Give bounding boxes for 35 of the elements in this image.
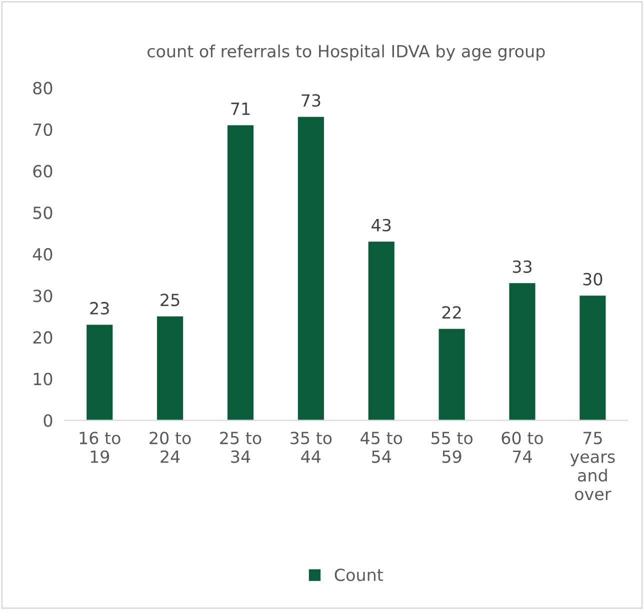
y-tick-label: 30 (33, 290, 52, 302)
y-tick-label: 80 (33, 82, 52, 94)
y-tick-label: 0 (44, 414, 52, 427)
y-tick-label: 50 (33, 206, 52, 220)
bar (298, 116, 324, 420)
y-tick-label: 40 (32, 248, 52, 261)
data-label: 23 (90, 302, 109, 315)
x-tick-label: 20 to 24 (150, 432, 191, 463)
data-label: 25 (160, 294, 180, 306)
bar (86, 324, 113, 420)
legend-label: Count (334, 568, 383, 582)
chart-title: count of referrals to Hospital IDVA by age group (148, 44, 545, 61)
x-tick-label: 55 to 59 (431, 432, 473, 463)
bar (580, 296, 606, 420)
data-label: 71 (231, 102, 250, 115)
x-tick-label: 75 years and over (570, 432, 615, 500)
y-tick-label: 10 (34, 372, 52, 386)
data-label: 30 (583, 272, 602, 286)
x-tick-label: 45 to 54 (360, 432, 402, 463)
x-tick-label: 25 to 34 (220, 432, 262, 463)
y-tick-label: 20 (33, 331, 52, 344)
bar (227, 125, 254, 420)
data-label: 43 (372, 218, 391, 232)
data-label: 22 (442, 306, 461, 318)
y-tick-label: 70 (33, 123, 52, 136)
data-label: 33 (512, 260, 532, 273)
x-tick-label: 35 to 44 (290, 432, 332, 463)
bar (157, 316, 184, 420)
bar (438, 328, 465, 420)
y-tick-label: 60 (33, 164, 52, 178)
x-tick-label: 16 to 19 (80, 432, 120, 463)
bar (509, 283, 536, 420)
bar (368, 242, 394, 420)
data-label: 73 (302, 94, 320, 107)
x-tick-label: 60 to 74 (502, 432, 543, 463)
